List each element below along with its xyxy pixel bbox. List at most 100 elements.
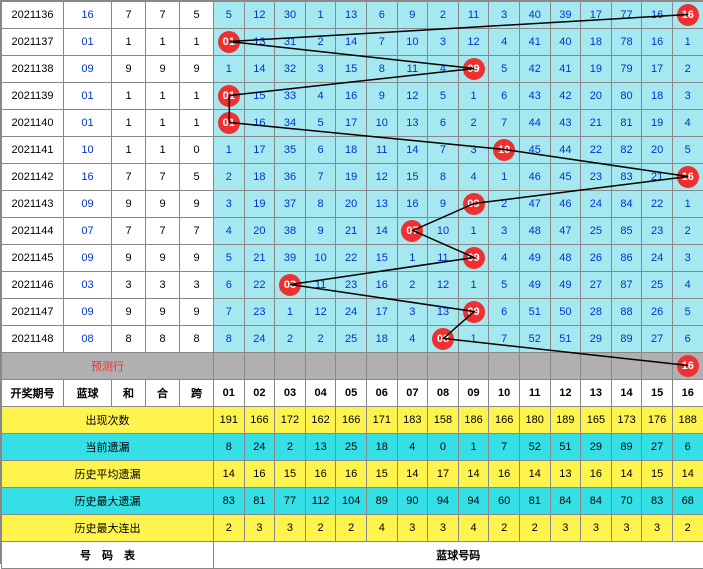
predict-cell: 16: [672, 353, 703, 380]
grid-cell: 3: [428, 29, 459, 56]
hdr-he: 和: [112, 380, 146, 407]
hdr-hv: 合: [146, 380, 180, 407]
grid-cell: 12: [397, 83, 428, 110]
hv-cell: 7: [146, 2, 180, 29]
grid-cell: 2: [672, 218, 703, 245]
grid-cell: 16: [672, 2, 703, 29]
grid-cell: 51: [519, 299, 550, 326]
hdr-kua: 跨: [180, 380, 214, 407]
grid-cell: 4: [489, 245, 520, 272]
grid-cell: 4: [397, 326, 428, 353]
stats-cell: 3: [244, 515, 275, 542]
he-cell: 9: [112, 191, 146, 218]
stats-cell: 83: [642, 488, 673, 515]
stats-cell: 94: [428, 488, 459, 515]
grid-cell: 20: [336, 191, 367, 218]
hdr-num: 13: [581, 380, 612, 407]
grid-cell: 39: [275, 245, 306, 272]
grid-cell: 5: [489, 56, 520, 83]
grid-cell: 37: [275, 191, 306, 218]
table-row: 202114407777420389211407101348472585232: [2, 218, 703, 245]
hdr-issue: 开奖期号: [2, 380, 64, 407]
stats-label: 出现次数: [2, 407, 214, 434]
blue-ball-cell: 09: [64, 245, 112, 272]
table-row: 202114309999319378201316909247462484221: [2, 191, 703, 218]
grid-cell: 20: [581, 83, 612, 110]
stats-cell: 2: [275, 434, 306, 461]
stats-cell: 158: [428, 407, 459, 434]
grid-cell: 24: [581, 191, 612, 218]
hv-cell: 8: [146, 326, 180, 353]
stats-cell: 176: [642, 407, 673, 434]
grid-cell: 49: [519, 245, 550, 272]
grid-cell: 4: [305, 83, 336, 110]
hdr-num: 12: [550, 380, 581, 407]
grid-cell: 36: [275, 164, 306, 191]
grid-cell: 1: [397, 245, 428, 272]
grid-cell: 16: [244, 110, 275, 137]
grid-cell: 11: [397, 56, 428, 83]
issue-cell: 2021138: [2, 56, 64, 83]
grid-cell: 4: [458, 164, 489, 191]
hdr-num: 02: [244, 380, 275, 407]
grid-cell: 39: [550, 2, 581, 29]
grid-cell: 8: [305, 191, 336, 218]
blue-ball-cell: 09: [64, 56, 112, 83]
grid-cell: 50: [550, 299, 581, 326]
grid-cell: 17: [581, 2, 612, 29]
grid-cell: 22: [244, 272, 275, 299]
grid-cell: 2: [305, 326, 336, 353]
stats-cell: 2: [214, 515, 245, 542]
grid-cell: 09: [458, 56, 489, 83]
table-row: 2021148088888242225184081752512989276: [2, 326, 703, 353]
ball-marker: 16: [677, 355, 699, 377]
grid-cell: 15: [336, 56, 367, 83]
stats-row: 历史平均遗漏14161516161514171416141316141514: [2, 461, 703, 488]
stats-cell: 104: [336, 488, 367, 515]
stats-cell: 3: [397, 515, 428, 542]
stats-cell: 13: [305, 434, 336, 461]
lottery-trend-chart: 2021136167755123011369211340391777161620…: [0, 0, 703, 564]
grid-cell: 78: [611, 29, 642, 56]
kua-cell: 5: [180, 164, 214, 191]
grid-cell: 44: [519, 110, 550, 137]
grid-cell: 21: [581, 110, 612, 137]
ball-marker: 07: [401, 220, 423, 242]
hdr-num: 11: [519, 380, 550, 407]
issue-cell: 2021144: [2, 218, 64, 245]
stats-cell: 89: [366, 488, 397, 515]
grid-cell: 41: [550, 56, 581, 83]
stats-cell: 186: [458, 407, 489, 434]
stats-cell: 2: [672, 515, 703, 542]
grid-cell: 3: [672, 245, 703, 272]
grid-cell: 20: [244, 218, 275, 245]
stats-cell: 2: [305, 515, 336, 542]
grid-cell: 17: [336, 110, 367, 137]
stats-cell: 77: [275, 488, 306, 515]
blue-ball-cell: 07: [64, 218, 112, 245]
grid-cell: 23: [244, 299, 275, 326]
grid-cell: 47: [550, 218, 581, 245]
grid-cell: 11: [305, 272, 336, 299]
grid-cell: 25: [581, 218, 612, 245]
stats-cell: 14: [519, 461, 550, 488]
footer-left: 号 码 表: [2, 542, 214, 569]
stats-cell: 0: [428, 434, 459, 461]
kua-cell: 9: [180, 56, 214, 83]
kua-cell: 9: [180, 245, 214, 272]
issue-cell: 2021146: [2, 272, 64, 299]
grid-cell: 1: [275, 299, 306, 326]
grid-cell: 7: [366, 29, 397, 56]
grid-cell: 7: [428, 137, 459, 164]
stats-cell: 171: [366, 407, 397, 434]
ball-marker: 16: [677, 166, 699, 188]
predict-cell: [489, 353, 520, 380]
predict-cell: [519, 353, 550, 380]
grid-cell: 81: [611, 110, 642, 137]
grid-cell: 35: [275, 137, 306, 164]
he-cell: 9: [112, 245, 146, 272]
grid-cell: 18: [366, 326, 397, 353]
he-cell: 7: [112, 218, 146, 245]
grid-cell: 84: [611, 191, 642, 218]
grid-cell: 4: [428, 56, 459, 83]
